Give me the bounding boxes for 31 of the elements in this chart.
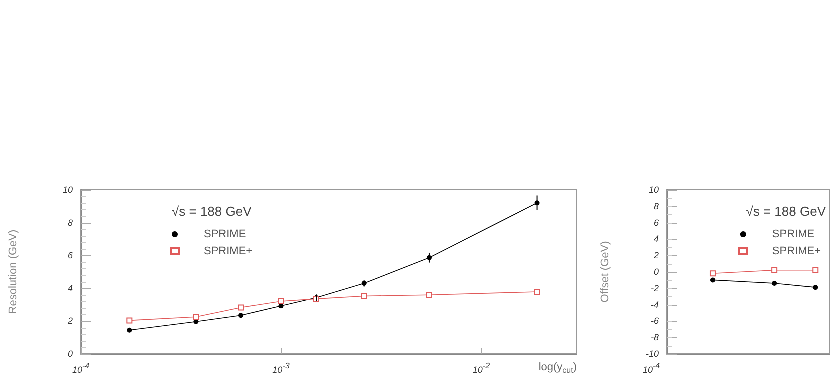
y-axis-title: Resolution (GeV) (8, 230, 20, 314)
point (710, 270, 716, 277)
legend-label: SPRIME (204, 228, 246, 240)
legend-label: SPRIME (772, 228, 815, 240)
legend-title: √s = 188 GeV (172, 204, 252, 219)
y-tick-label: 2 (652, 250, 659, 261)
point (710, 278, 716, 283)
y-tick-label: 0 (68, 349, 73, 359)
y-tick-label: 6 (68, 250, 73, 261)
y-tick-label: 2 (66, 316, 73, 326)
legend-label: SPRIME+ (772, 246, 822, 258)
y-tick-label: 4 (68, 283, 73, 294)
point (772, 280, 778, 286)
point (813, 285, 818, 290)
y-tick-label: -2 (650, 283, 659, 294)
y-tick-label: 4 (654, 234, 659, 244)
y-tick-label: 8 (654, 201, 659, 212)
legend-title: √s = 188 GeV (746, 204, 826, 219)
y-tick-label: 10 (648, 185, 659, 195)
y-tick-label: 6 (654, 218, 659, 228)
y-tick-label: -10 (646, 349, 659, 359)
y-tick-label: -8 (650, 332, 659, 343)
point (812, 267, 819, 274)
y-tick-label: -4 (650, 300, 659, 310)
y-axis-title: Offset (GeV) (600, 241, 612, 303)
y-tick-label: 10 (62, 185, 73, 195)
point (772, 267, 778, 274)
y-tick-label: 8 (68, 218, 73, 228)
legend-label: SPRIME+ (204, 246, 253, 258)
y-tick-label: -6 (650, 316, 659, 326)
y-tick-label: 0 (654, 267, 659, 277)
